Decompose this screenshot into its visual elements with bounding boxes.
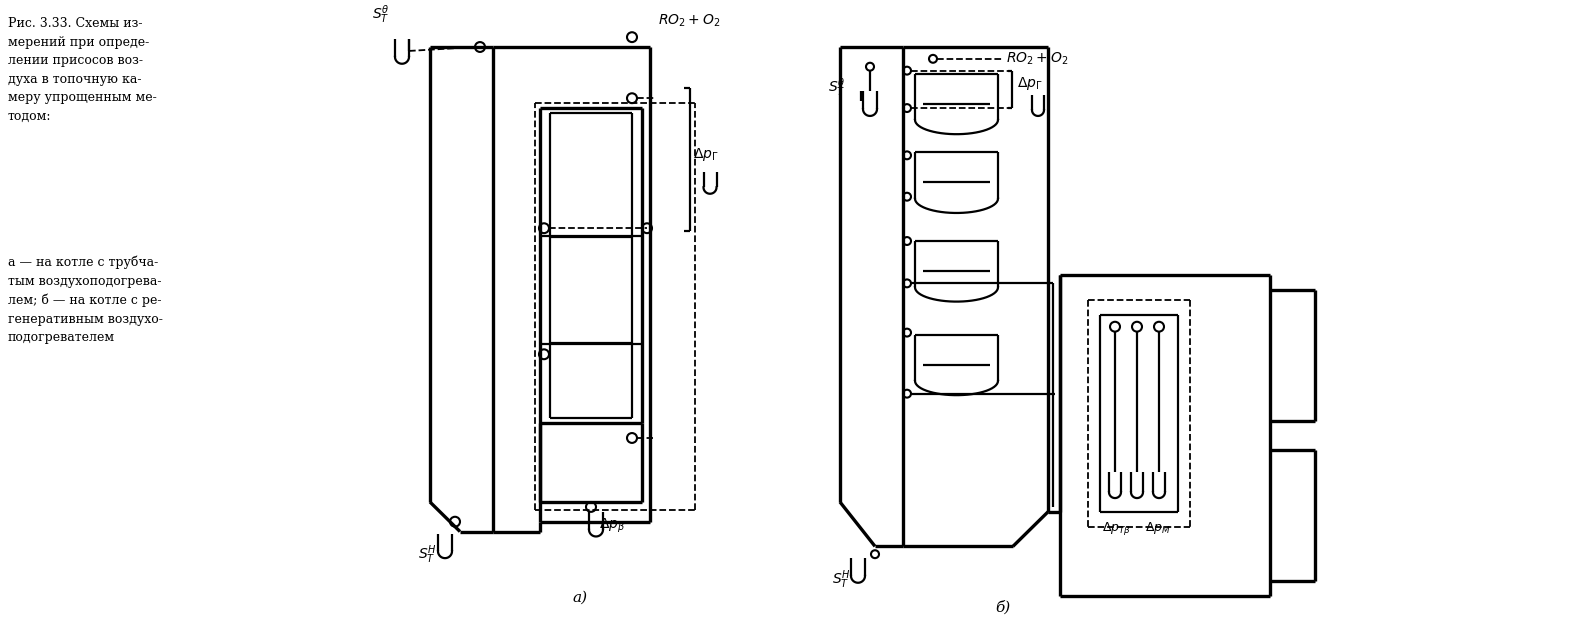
Text: $S_T^H$: $S_T^H$ (419, 544, 436, 566)
Text: $RO_2+O_2$: $RO_2+O_2$ (658, 13, 720, 29)
Text: $\Delta p_{T\beta}$: $\Delta p_{T\beta}$ (1102, 520, 1131, 537)
Text: а): а) (573, 591, 587, 605)
Text: $S_T^\theta$: $S_T^\theta$ (373, 3, 390, 25)
Text: $\Delta p_\Gamma$: $\Delta p_\Gamma$ (693, 147, 718, 163)
Text: $\Delta p_\Gamma$: $\Delta p_\Gamma$ (1017, 75, 1042, 92)
Text: $\Delta p_M$: $\Delta p_M$ (1145, 520, 1170, 536)
Text: а — на котле с трубча-
тым воздухоподогрева-
лем; б — на котле с ре-
генеративны: а — на котле с трубча- тым воздухоподогр… (8, 256, 163, 344)
Text: $S_T^H$: $S_T^H$ (833, 568, 850, 590)
Text: $RO_2+O_2$: $RO_2+O_2$ (1006, 51, 1069, 67)
Text: $S_T^\theta$: $S_T^\theta$ (828, 76, 845, 99)
Text: б): б) (996, 600, 1010, 615)
Text: $\Delta p_\beta$: $\Delta p_\beta$ (600, 517, 625, 535)
Text: Рис. 3.33. Схемы из-
мерений при опреде-
лении присосов воз-
духа в топочную ка-: Рис. 3.33. Схемы из- мерений при опреде-… (8, 18, 157, 123)
